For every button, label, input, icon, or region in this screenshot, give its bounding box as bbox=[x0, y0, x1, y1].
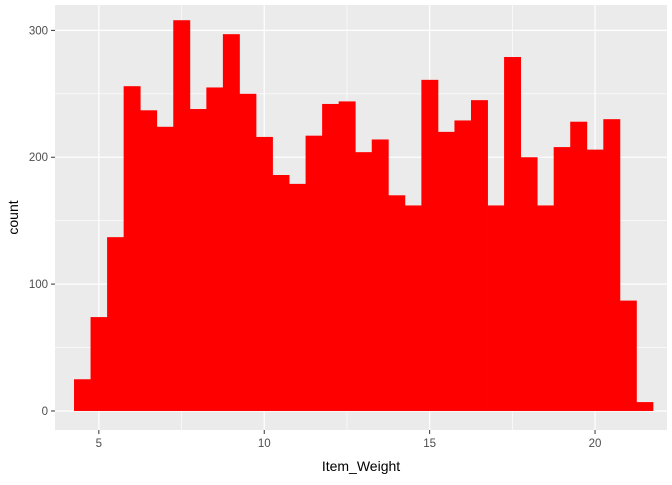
histogram-bar bbox=[437, 131, 455, 411]
x-tick-label: 10 bbox=[258, 438, 271, 450]
histogram-bar bbox=[305, 135, 323, 411]
histogram-bar bbox=[586, 149, 604, 411]
histogram-bar bbox=[553, 147, 571, 411]
histogram-bar bbox=[355, 152, 373, 411]
y-axis-title: count bbox=[5, 200, 21, 234]
x-axis-title: Item_Weight bbox=[322, 458, 400, 474]
histogram-bar bbox=[537, 205, 555, 411]
histogram-bar bbox=[140, 110, 158, 411]
histogram-bar bbox=[421, 79, 439, 411]
histogram-bar bbox=[636, 402, 654, 411]
x-tick-label: 20 bbox=[589, 438, 602, 450]
histogram-bar bbox=[272, 175, 290, 411]
histogram-bar bbox=[239, 93, 257, 411]
histogram-bar bbox=[388, 195, 406, 411]
histogram-bar bbox=[619, 300, 637, 411]
x-tick-label: 5 bbox=[96, 438, 102, 450]
y-tick-label: 100 bbox=[29, 279, 48, 291]
histogram-bar bbox=[570, 121, 588, 411]
histogram-bar bbox=[404, 205, 422, 411]
histogram-bar bbox=[289, 183, 306, 411]
histogram-bar bbox=[189, 109, 207, 411]
histogram-bar bbox=[90, 317, 108, 411]
histogram-bar bbox=[371, 139, 389, 411]
histogram-bar bbox=[470, 100, 488, 411]
x-axis-ticks: 5 10 15 20 bbox=[96, 430, 602, 450]
histogram-bar bbox=[504, 57, 522, 411]
histogram-bar bbox=[322, 103, 340, 411]
histogram-bar bbox=[123, 86, 141, 411]
histogram-bar bbox=[206, 87, 224, 411]
histogram-bar bbox=[173, 20, 191, 411]
y-tick-label: 200 bbox=[29, 152, 48, 164]
y-tick-label: 0 bbox=[42, 406, 48, 418]
x-tick-label: 15 bbox=[423, 438, 436, 450]
histogram-bar bbox=[338, 101, 356, 411]
histogram-bar bbox=[156, 126, 174, 411]
y-tick-label: 300 bbox=[29, 25, 48, 37]
histogram-bar bbox=[603, 119, 621, 411]
histogram-bar bbox=[520, 157, 538, 411]
histogram-bar bbox=[222, 34, 240, 411]
histogram-bars bbox=[74, 20, 654, 411]
histogram-bar bbox=[107, 237, 125, 411]
histogram-bar bbox=[454, 120, 472, 411]
histogram-bar bbox=[74, 379, 91, 411]
histogram-bar bbox=[487, 205, 505, 411]
y-axis-ticks: 0 100 200 300 bbox=[29, 25, 55, 418]
histogram-bar bbox=[255, 136, 273, 411]
